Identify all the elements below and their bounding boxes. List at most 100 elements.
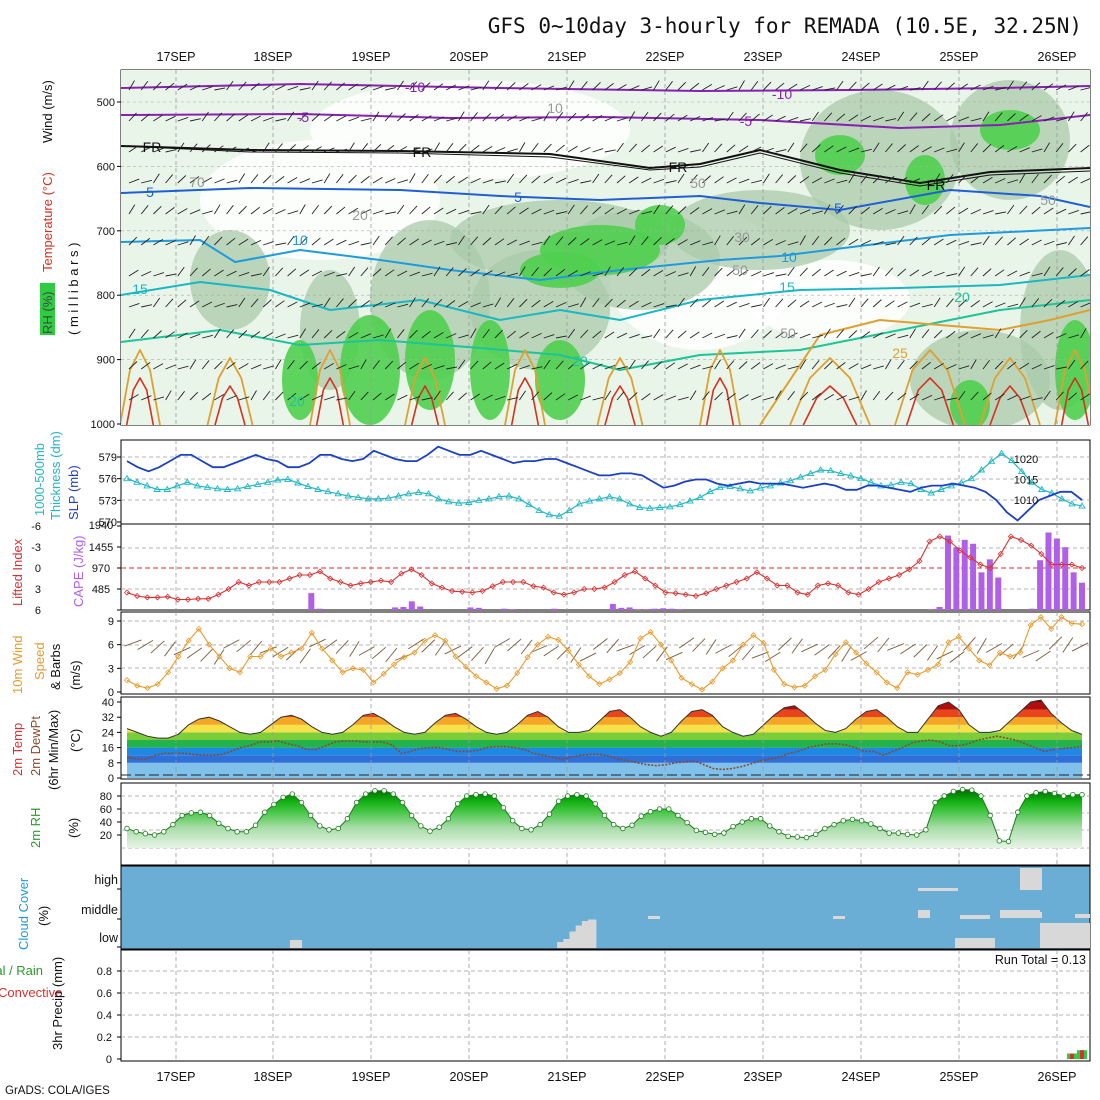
thickness-point <box>515 495 523 502</box>
upper-wind-barb <box>689 266 697 277</box>
upper-wind-barb <box>555 269 566 277</box>
wind-speed-point <box>832 651 839 658</box>
wind-barb-10m <box>814 644 830 656</box>
upper-wind-barb <box>299 145 309 153</box>
upper-wind-barb <box>421 298 430 308</box>
thickness-point <box>565 506 574 513</box>
upper-wind-barb <box>763 238 774 246</box>
upper-wind-barb <box>1068 359 1076 370</box>
upper-wind-barb <box>384 360 394 370</box>
lifted-index-point <box>509 578 517 586</box>
thickness-point <box>1058 495 1066 502</box>
upper-wind-barb <box>482 179 494 184</box>
wind-speed-point <box>390 661 398 668</box>
upper-wind-barb <box>446 366 458 370</box>
upper-wind-barb <box>1093 180 1100 183</box>
lifted-index-point <box>581 585 588 593</box>
upper-wind-barb <box>885 143 893 153</box>
cloud-level-label: middle <box>81 903 118 917</box>
upper-wind-barb <box>311 80 319 91</box>
upper-wind-barb <box>665 271 677 277</box>
upper-wind-barb <box>507 272 518 277</box>
wind-speed-point <box>719 665 726 672</box>
upper-wind-barb <box>885 359 892 370</box>
upper-wind-barb <box>641 111 649 122</box>
upper-wind-barb <box>1043 299 1053 308</box>
lifted-index-point <box>459 588 466 595</box>
upper-wind-barb <box>763 206 772 215</box>
wind10m-label-a: 10m Wind <box>10 635 25 694</box>
upper-wind-barb <box>1031 148 1043 153</box>
y-tick-label: 80 <box>100 791 112 803</box>
rh2m-point <box>601 812 608 819</box>
rh2m-point <box>289 791 295 797</box>
thickness-point <box>223 485 232 492</box>
upper-wind-barb <box>763 81 772 91</box>
upper-wind-barb <box>372 210 384 215</box>
contour-label: 20 <box>352 207 368 223</box>
upper-wind-barb <box>726 177 737 184</box>
upper-wind-barb <box>629 333 640 339</box>
temperature-contours <box>121 83 1090 425</box>
upper-wind-barb <box>860 273 872 277</box>
thickness-point <box>927 489 936 496</box>
wind-speed-point <box>1007 653 1014 660</box>
cape-bar <box>978 572 985 610</box>
upper-wind-barb <box>860 364 872 370</box>
upper-wind-barb <box>299 302 311 308</box>
upper-wind-barb <box>1068 301 1079 308</box>
rh-dry-area <box>750 260 910 340</box>
upper-wind-barb <box>641 236 649 246</box>
rh2m-point <box>638 813 644 819</box>
upper-wind-barb <box>1093 271 1100 276</box>
upper-wind-barb <box>958 332 969 339</box>
top-date-label: 21SEP <box>548 50 587 64</box>
rh-saturated-area <box>950 380 990 425</box>
thickness-point <box>153 485 161 492</box>
precip-convective-bar <box>1069 1053 1074 1059</box>
thickness-point <box>595 495 604 502</box>
wind-barb-10m <box>606 638 619 654</box>
upper-wind-barb <box>311 329 320 339</box>
upper-wind-barb <box>458 235 465 246</box>
thickness-point <box>806 469 815 477</box>
upper-wind-barb <box>262 83 273 91</box>
upper-wind-barb <box>324 271 335 277</box>
rh2m-point <box>353 799 360 806</box>
upper-wind-barb <box>287 360 295 370</box>
y-tick-label: 40 <box>102 697 114 709</box>
upper-wind-barb <box>531 366 543 370</box>
upper-wind-barb <box>580 205 588 215</box>
upper-wind-barb <box>982 301 993 308</box>
lifted-index-point <box>906 566 913 573</box>
y-tick-label: 32 <box>102 712 114 724</box>
upper-wind-barb <box>531 142 539 153</box>
lifted-index-point <box>814 582 821 589</box>
upper-wind-barb <box>909 302 921 308</box>
upper-wind-barb <box>1043 116 1055 122</box>
upper-wind-barb <box>433 390 441 401</box>
upper-wind-barb <box>592 272 604 277</box>
upper-wind-barb <box>995 87 1007 91</box>
upper-wind-barb <box>384 145 395 153</box>
upper-wind-barb <box>934 147 945 153</box>
wind-speed-point <box>421 637 428 644</box>
upper-wind-barb <box>494 205 503 215</box>
upper-wind-barb <box>433 174 442 184</box>
thickness-point <box>706 487 714 495</box>
rh2m-point <box>914 832 920 838</box>
rh2m-point <box>161 829 167 835</box>
upper-wind-barb <box>214 269 224 277</box>
upper-wind-barb <box>153 81 162 91</box>
upper-wind-barb <box>763 297 771 308</box>
upper-wind-barb <box>1019 395 1031 401</box>
upper-wind-barb <box>287 334 299 339</box>
rh-moist-area <box>370 220 490 380</box>
rh2m-point <box>436 824 442 830</box>
y-tick-label: 570 <box>99 517 117 529</box>
upper-wind-barb <box>592 148 604 153</box>
upper-wind-barb <box>812 210 823 215</box>
upper-wind-barb <box>1056 366 1068 370</box>
rh2m-point <box>1051 790 1058 797</box>
upper-wind-barb <box>360 117 372 122</box>
